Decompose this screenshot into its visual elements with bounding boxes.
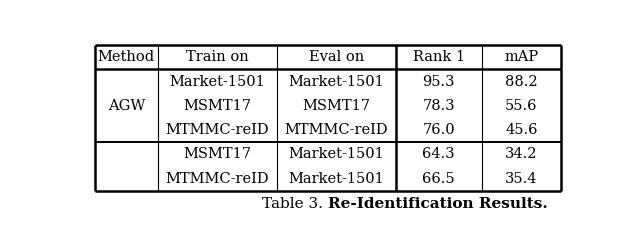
Text: Train on: Train on	[186, 50, 249, 64]
Text: 95.3: 95.3	[422, 75, 455, 89]
Text: 76.0: 76.0	[422, 123, 455, 137]
Text: MTMMC-reID: MTMMC-reID	[166, 123, 269, 137]
Text: MSMT17: MSMT17	[183, 147, 252, 161]
Text: AGW: AGW	[108, 99, 145, 113]
Text: Market-1501: Market-1501	[288, 147, 384, 161]
Text: 35.4: 35.4	[505, 172, 538, 185]
Text: 78.3: 78.3	[422, 99, 455, 113]
Text: 55.6: 55.6	[505, 99, 538, 113]
Text: mAP: mAP	[504, 50, 538, 64]
Text: 88.2: 88.2	[505, 75, 538, 89]
Text: Market-1501: Market-1501	[288, 172, 384, 185]
Text: 66.5: 66.5	[422, 172, 455, 185]
Text: Market-1501: Market-1501	[288, 75, 384, 89]
Text: Market-1501: Market-1501	[170, 75, 265, 89]
Text: MTMMC-reID: MTMMC-reID	[166, 172, 269, 185]
Text: Rank 1: Rank 1	[413, 50, 465, 64]
Text: Method: Method	[98, 50, 155, 64]
Text: Re-Identification Results.: Re-Identification Results.	[328, 196, 548, 211]
Text: 64.3: 64.3	[422, 147, 455, 161]
Text: 45.6: 45.6	[505, 123, 538, 137]
Text: MTMMC-reID: MTMMC-reID	[284, 123, 388, 137]
Text: 34.2: 34.2	[505, 147, 538, 161]
Text: MSMT17: MSMT17	[183, 99, 252, 113]
Text: Table 3.: Table 3.	[262, 196, 328, 211]
Text: MSMT17: MSMT17	[302, 99, 370, 113]
Text: Eval on: Eval on	[308, 50, 364, 64]
